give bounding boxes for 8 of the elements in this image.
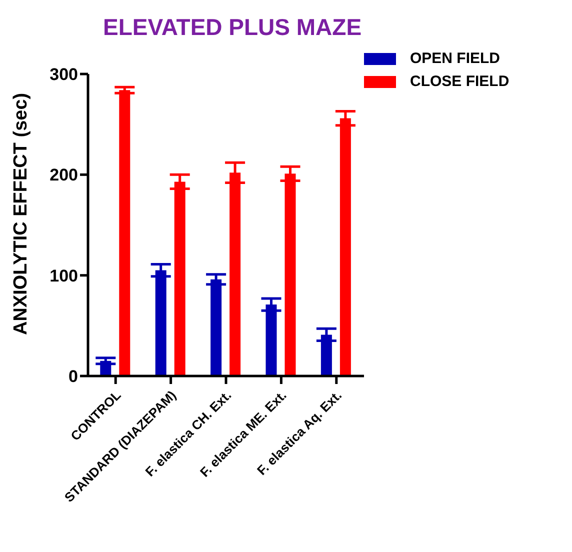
y-tick-label: 200 xyxy=(50,166,78,185)
legend-label: CLOSE FIELD xyxy=(410,73,510,90)
y-tick-label: 0 xyxy=(68,367,78,386)
y-axis-title: ANXIOLYTIC EFFECT (sec) xyxy=(10,92,32,335)
legend-label: OPEN FIELD xyxy=(410,50,500,67)
y-tick-label: 100 xyxy=(50,266,78,286)
y-tick-label: 300 xyxy=(50,65,78,84)
chart-title: ELEVATED PLUS MAZE xyxy=(103,14,362,41)
